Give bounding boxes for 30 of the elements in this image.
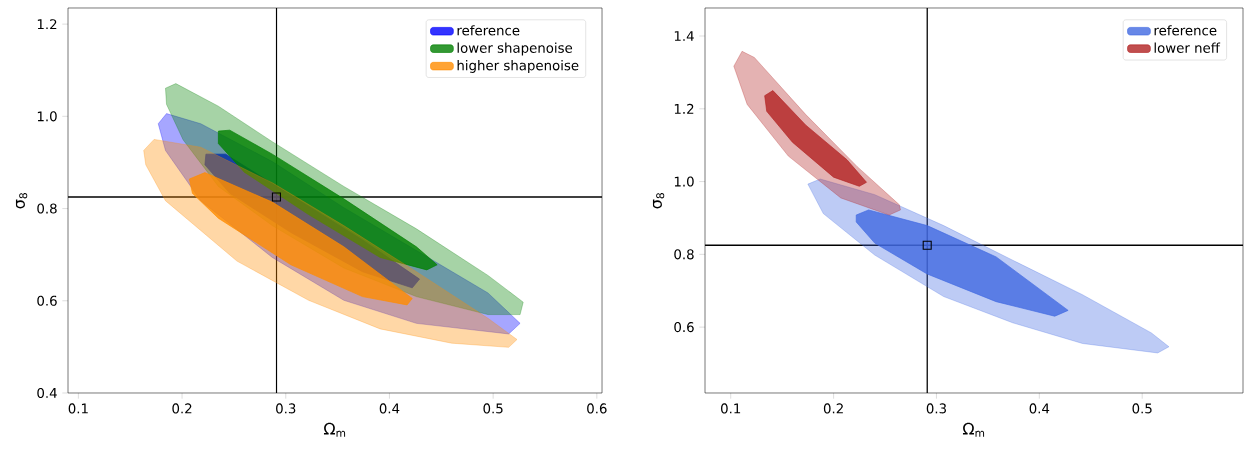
- x-tick-label: 0.5: [1132, 403, 1152, 414]
- legend-label: reference: [1154, 25, 1217, 36]
- legend-label: reference: [457, 25, 520, 36]
- y-axis-title: σ$_{8}$: [15, 193, 28, 209]
- y-tick-label: 1.2: [674, 103, 694, 114]
- x-tick-label: 0.2: [823, 403, 843, 414]
- y-axis-title: σ$_{8}$: [652, 193, 665, 209]
- x-tick-label: 0.1: [68, 403, 88, 414]
- x-axis-title: Ω$_{m}$: [962, 422, 985, 437]
- x-axis-title: Ω$_{m}$: [323, 422, 346, 437]
- x-tick-label: 0.3: [926, 403, 946, 414]
- x-tick-label: 0.2: [172, 403, 192, 414]
- legend-label: lower neff: [1154, 42, 1221, 53]
- y-tick-label: 0.8: [674, 249, 694, 260]
- y-tick-label: 1.0: [37, 111, 57, 122]
- x-tick-label: 0.5: [483, 403, 503, 414]
- y-tick-label: 1.0: [674, 176, 694, 187]
- y-tick-label: 1.4: [674, 31, 694, 41]
- y-tick-label: 0.8: [37, 203, 57, 214]
- x-tick-label: 0.4: [379, 403, 400, 414]
- x-tick-label: 0.4: [1029, 403, 1050, 414]
- x-tick-label: 0.3: [276, 403, 296, 414]
- y-tick-label: 0.6: [37, 295, 57, 306]
- y-tick-label: 0.6: [674, 322, 694, 333]
- legend-label: lower shapenoise: [457, 42, 573, 56]
- x-tick-label: 0.1: [721, 403, 741, 414]
- y-tick-label: 0.4: [37, 387, 57, 399]
- x-tick-label: 0.6: [587, 403, 607, 414]
- y-tick-label: 1.2: [37, 19, 57, 30]
- legend-label: higher shapenoise: [457, 60, 579, 73]
